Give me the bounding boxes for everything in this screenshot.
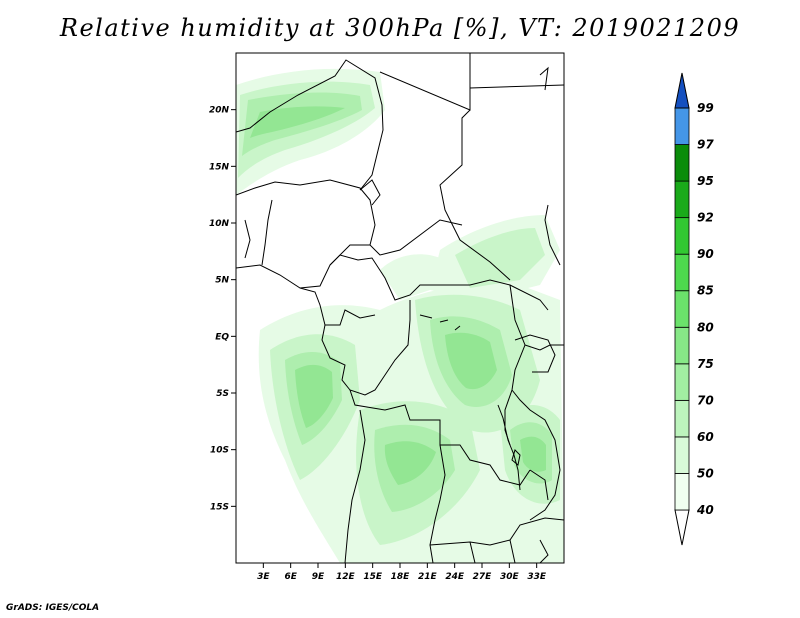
colorbar-segment (674, 290, 690, 328)
lon-tick-label: 33E (527, 572, 547, 582)
colorbar-level-label: 75 (697, 357, 714, 371)
colorbar: 40 50 60 70 75 80 85 90 92 95 97 99 (674, 72, 714, 546)
map-title: Relative humidity at 300hPa [%], VT: 201… (59, 14, 741, 42)
colorbar-level-label: 90 (697, 247, 714, 261)
humidity-field (236, 68, 564, 563)
lon-tick-label: 18E (391, 572, 411, 582)
colorbar-segment (674, 217, 690, 255)
colorbar-segment (674, 180, 690, 219)
colorbar-segment (674, 436, 690, 474)
lon-tick-label: 27E (473, 572, 493, 582)
colorbar-level-label: 60 (697, 430, 714, 444)
lon-tick-label: 24E (445, 572, 465, 582)
colorbar-level-label: 85 (697, 284, 714, 298)
colorbar-segment (674, 473, 690, 511)
lat-tick-label: 15S (210, 502, 229, 512)
grads-credit: GrADS: IGES/COLA (6, 603, 100, 613)
colorbar-level-label: 99 (697, 101, 714, 115)
colorbar-segment (674, 399, 690, 438)
lon-tick-label: 9E (312, 572, 325, 582)
lon-tick-label: 15E (363, 572, 383, 582)
lon-tick-label: 3E (257, 572, 270, 582)
colorbar-level-label: 95 (697, 174, 714, 188)
country-borders (236, 53, 564, 563)
colorbar-segment (674, 253, 690, 292)
lat-tick-label: 5S (216, 389, 229, 399)
humidity-layer-70 (250, 106, 546, 485)
lat-tick-label: 5N (215, 276, 229, 286)
colorbar-level-label: 80 (697, 320, 714, 334)
lon-tick-label: 30E (500, 572, 520, 582)
colorbar-segment (674, 363, 690, 401)
lat-tick-label: 20N (209, 106, 230, 116)
lon-tick-label: 12E (336, 572, 356, 582)
lon-tick-label: 6E (284, 572, 297, 582)
colorbar-high-triangle (674, 72, 690, 109)
colorbar-level-label: 50 (697, 466, 714, 480)
colorbar-low-triangle (674, 509, 690, 546)
lat-tick-label: EQ (215, 332, 229, 342)
colorbar-segment (674, 107, 690, 145)
latitude-axis: 20N 15N 10N 5N EQ 5S 10S 15S (209, 106, 236, 512)
colorbar-segment (674, 144, 690, 182)
colorbar-level-label: 40 (696, 503, 714, 517)
colorbar-level-label: 92 (697, 211, 714, 225)
lat-tick-label: 15N (209, 162, 230, 172)
colorbar-level-label: 97 (697, 138, 714, 152)
lat-tick-label: 10N (209, 219, 230, 229)
colorbar-level-label: 70 (697, 393, 714, 407)
lon-tick-label: 21E (418, 572, 438, 582)
lat-tick-label: 10S (210, 446, 229, 456)
colorbar-segment (674, 326, 690, 365)
longitude-axis: 3E 6E 9E 12E 15E 18E 21E 24E 27E 30E 33E (257, 563, 547, 582)
